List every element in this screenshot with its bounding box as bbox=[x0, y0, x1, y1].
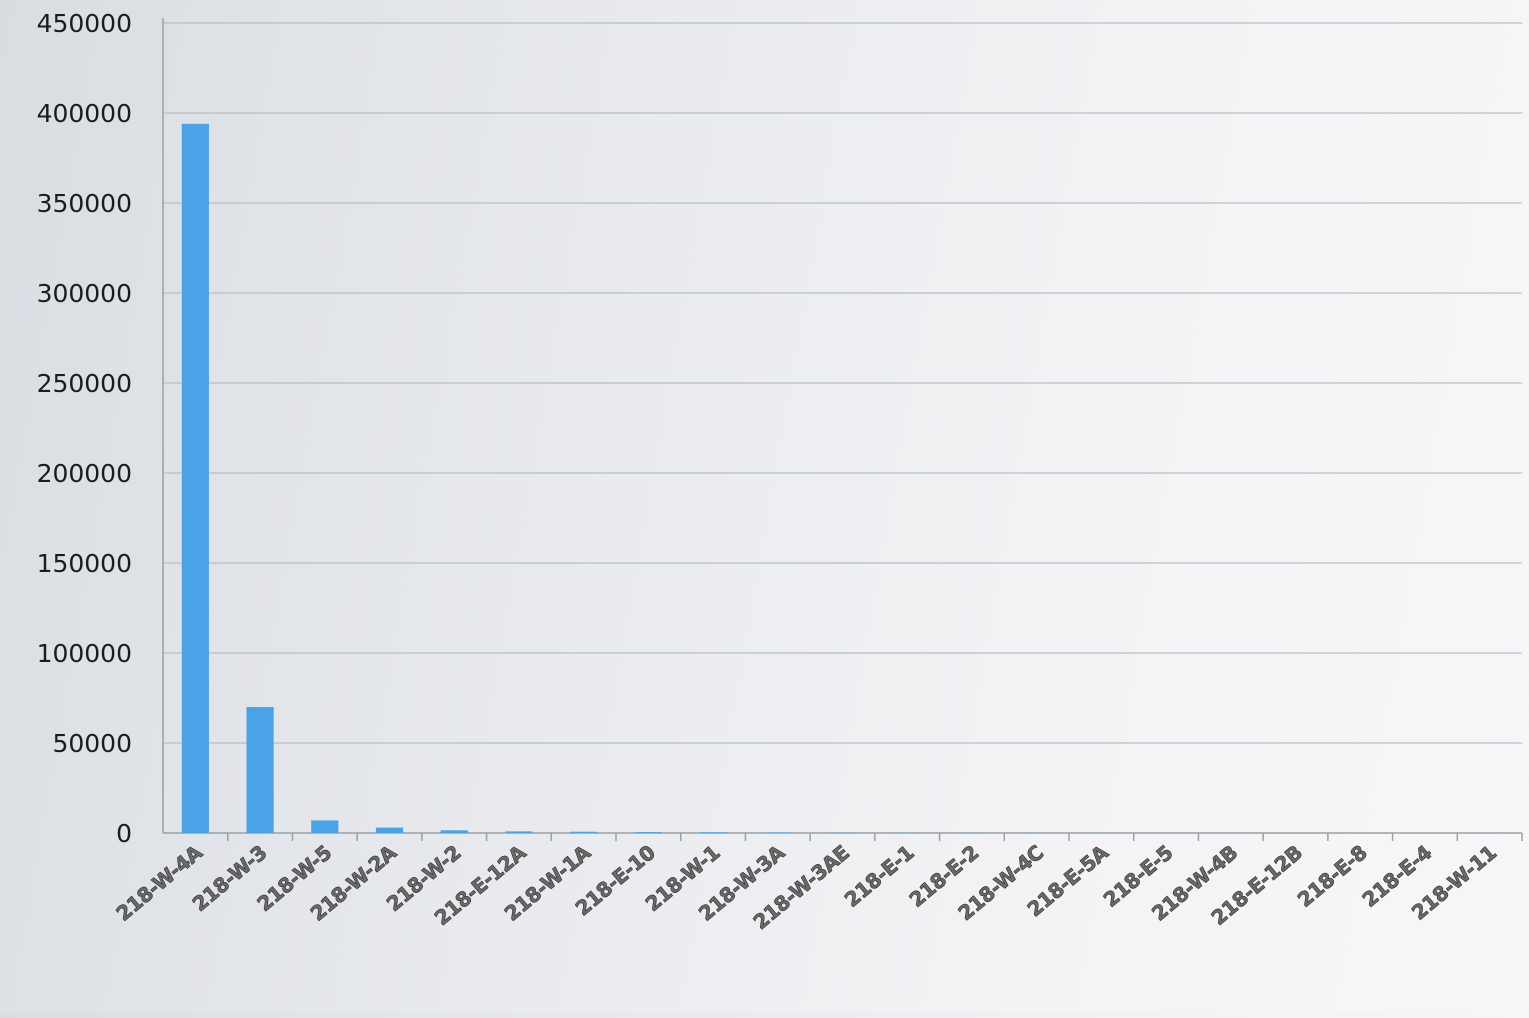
y-axis-ticks: 0 50000 100000 150000 200000 250000 300000 3500… bbox=[37, 9, 132, 848]
y-tick-label: 300000 bbox=[37, 279, 132, 308]
bar bbox=[441, 830, 468, 833]
bar bbox=[182, 124, 209, 833]
bar bbox=[570, 832, 597, 833]
bars bbox=[182, 124, 1503, 833]
axes bbox=[163, 18, 1522, 841]
bar bbox=[246, 707, 273, 833]
y-tick-label: 0 bbox=[116, 819, 132, 848]
y-tick-label: 100000 bbox=[37, 639, 132, 668]
bar bbox=[764, 832, 791, 833]
bar bbox=[699, 832, 726, 833]
y-tick-label: 400000 bbox=[37, 99, 132, 128]
gridlines bbox=[163, 23, 1522, 743]
bar bbox=[635, 832, 662, 833]
x-tick-label: 218-E-8 bbox=[1293, 840, 1372, 911]
bar bbox=[376, 828, 403, 833]
y-tick-label: 450000 bbox=[37, 9, 132, 38]
y-tick-label: 350000 bbox=[37, 189, 132, 218]
y-tick-label: 150000 bbox=[37, 549, 132, 578]
y-tick-label: 250000 bbox=[37, 369, 132, 398]
x-tick-label: 218-W-4A bbox=[111, 840, 207, 926]
bar bbox=[505, 831, 532, 833]
x-axis-ticks: 218-W-4A218-W-3218-W-5218-W-2A218-W-2218… bbox=[111, 840, 1500, 934]
bar bbox=[311, 820, 338, 833]
y-tick-label: 50000 bbox=[52, 729, 132, 758]
x-tick-label: 218-E-1 bbox=[840, 840, 919, 911]
y-tick-label: 200000 bbox=[37, 459, 132, 488]
